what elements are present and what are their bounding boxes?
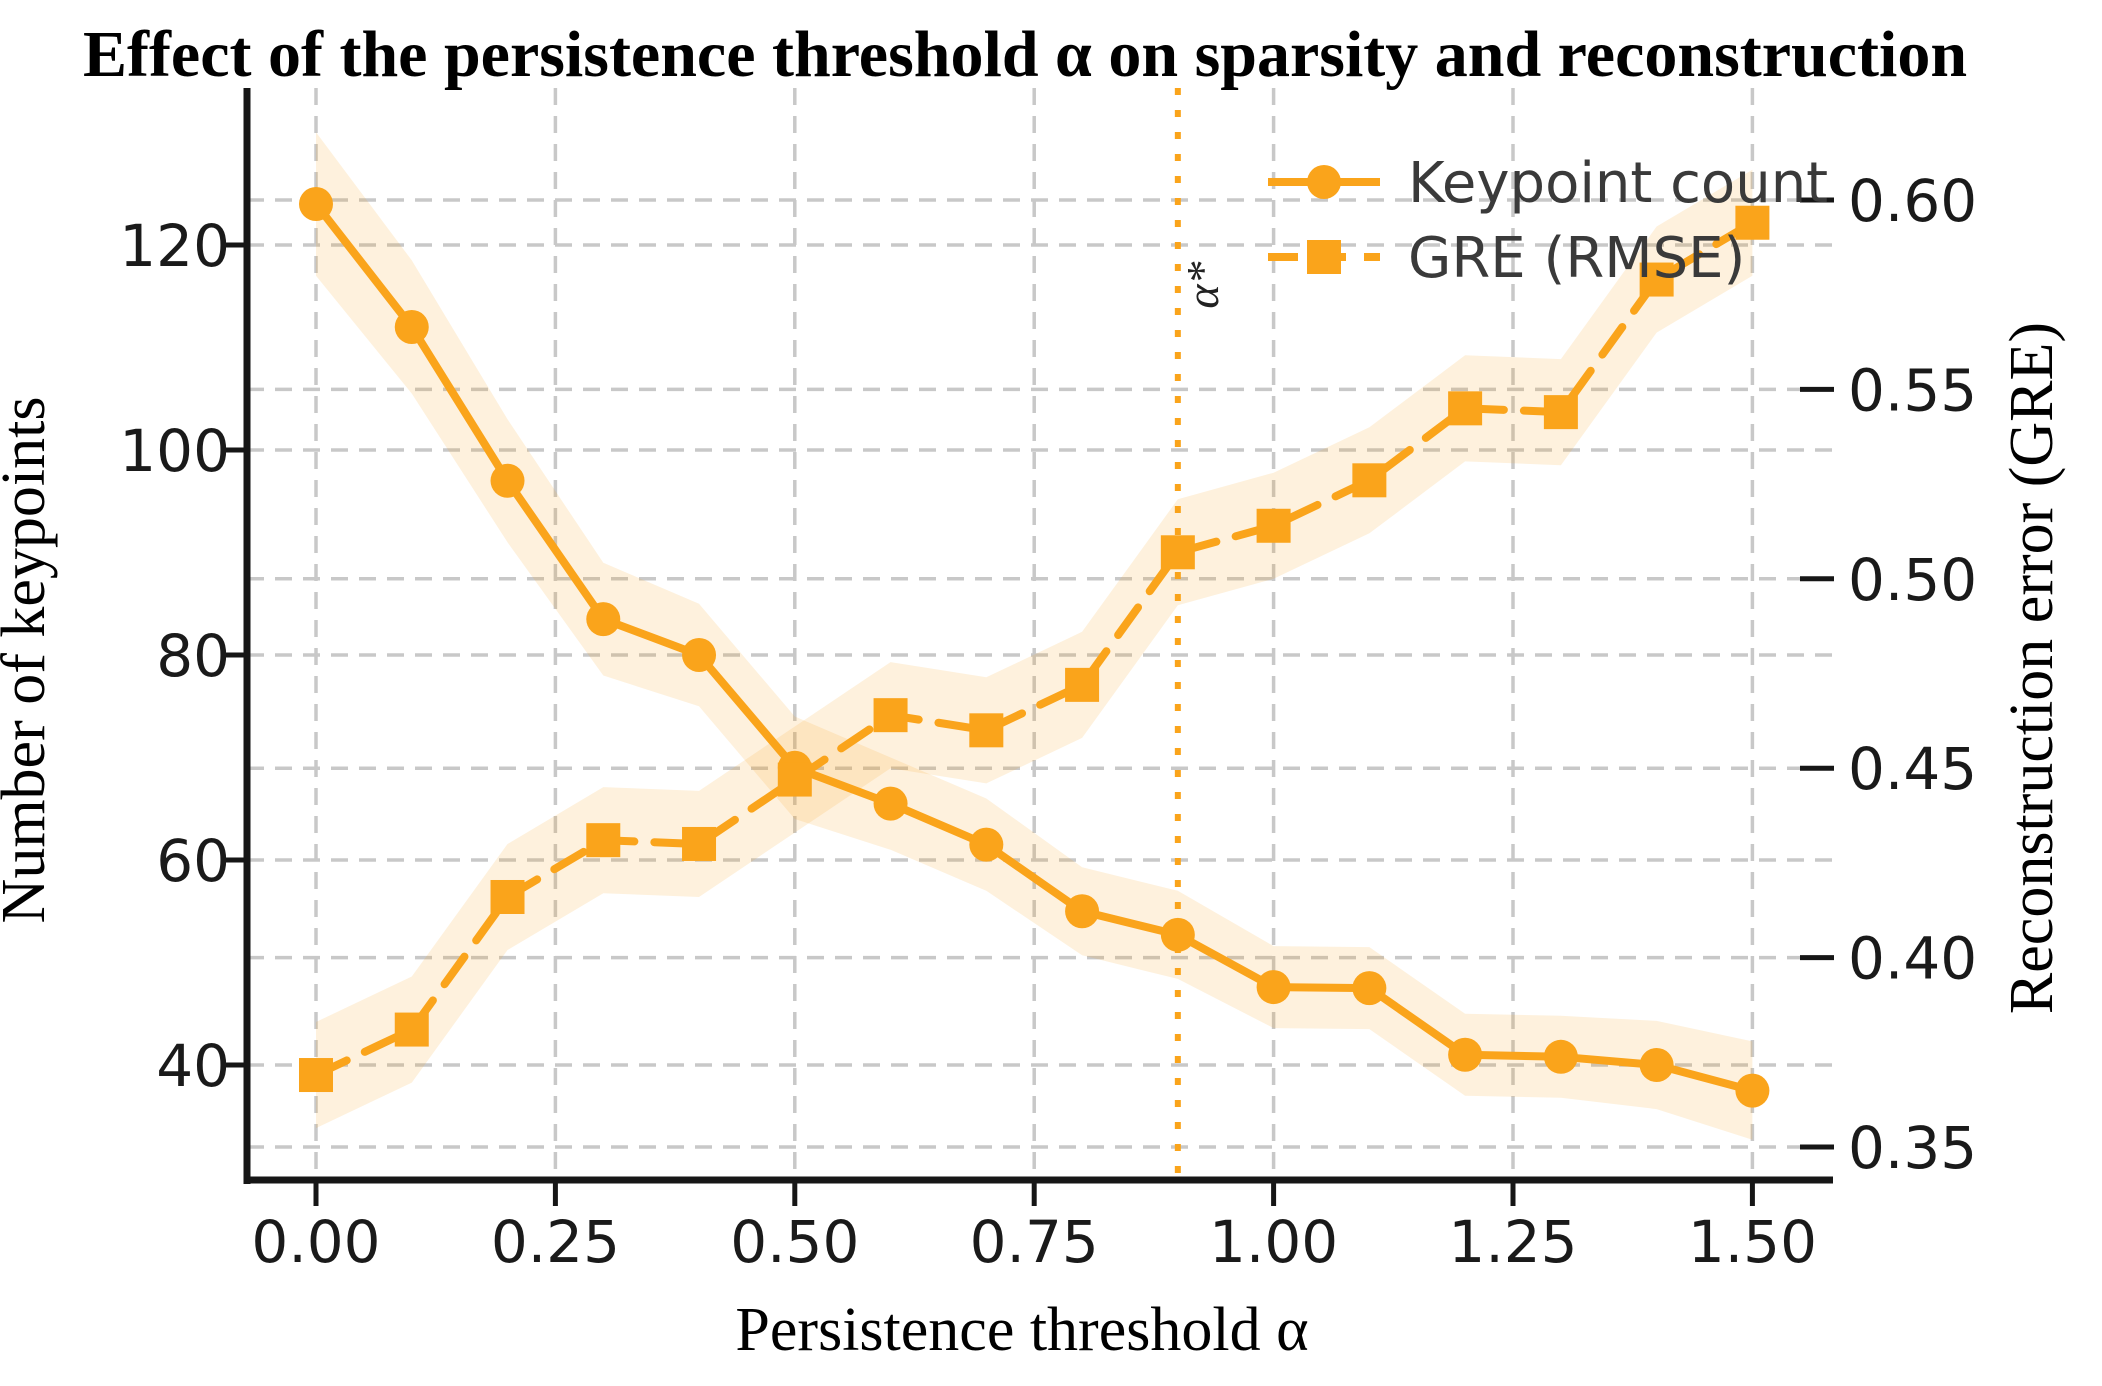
square-marker <box>394 1012 429 1047</box>
circle-marker <box>1639 1048 1674 1082</box>
series-line-gre-rmse <box>312 218 1757 1079</box>
data-series <box>299 187 1770 1108</box>
legend-circle-marker-icon <box>1307 165 1341 199</box>
square-marker <box>586 823 621 858</box>
right-axis-tick-label: 0.45 <box>1848 735 1977 803</box>
circle-marker <box>1735 1073 1770 1108</box>
circle-marker <box>1065 894 1100 929</box>
circle-marker <box>1352 971 1387 1006</box>
x-axis-tick-label: 0.75 <box>970 1208 1099 1276</box>
chart-title: Effect of the persistence threshold α on… <box>83 18 1967 91</box>
x-axis-tick-label: 1.50 <box>1688 1208 1817 1276</box>
x-axis-tick-label: 0.00 <box>251 1208 380 1276</box>
right-axis-tick-label: 0.50 <box>1848 546 1977 614</box>
square-marker <box>1448 391 1483 426</box>
circle-marker <box>1448 1037 1483 1072</box>
left-axis-tick-label: 80 <box>156 622 230 690</box>
square-marker <box>1160 535 1195 570</box>
square-marker <box>682 826 717 861</box>
circle-marker <box>969 827 1004 862</box>
x-axis-tick-label: 1.00 <box>1209 1208 1338 1276</box>
square-marker <box>1256 508 1291 543</box>
series-line-keypoint-count <box>312 200 1757 1095</box>
square-marker <box>1352 463 1387 498</box>
tick-labels: 40 60 80 100 120 0.35 0.40 0.45 0.50 0.55 0.60 0.00… <box>119 167 1977 1276</box>
axes-spines-ticks <box>222 88 1834 1206</box>
square-marker <box>873 698 908 733</box>
circle-marker <box>586 602 621 637</box>
legend-square-marker-icon <box>1307 240 1341 274</box>
circle-marker <box>682 638 717 672</box>
y-axis-label-right: Reconstruction error (GRE) <box>1998 322 2066 1014</box>
alpha-star-annotation-label: α* <box>1177 261 1228 308</box>
legend: Keypoint count GRE (RMSE) <box>1268 151 1828 291</box>
circle-marker <box>299 187 333 221</box>
circle-marker <box>394 310 429 344</box>
square-marker <box>299 1058 333 1093</box>
square-marker <box>1639 262 1674 297</box>
left-axis-tick-label: 100 <box>119 417 230 485</box>
x-axis-tick-label: 1.25 <box>1448 1208 1577 1276</box>
circle-marker <box>1160 917 1195 952</box>
square-marker <box>777 762 812 797</box>
square-marker <box>490 879 525 914</box>
circle-marker <box>873 786 908 821</box>
right-axis-tick-label: 0.55 <box>1848 356 1977 424</box>
confidence-band-gre <box>316 169 1753 1129</box>
left-axis-tick-label: 120 <box>119 212 230 280</box>
square-marker <box>969 713 1004 748</box>
threshold-marker-layer: α* <box>1174 88 1228 1180</box>
right-axis-tick-label: 0.60 <box>1848 167 1977 235</box>
legend-label-gre: GRE (RMSE) <box>1408 226 1745 291</box>
left-axis-tick-label: 40 <box>156 1032 230 1100</box>
legend-label-keypoint-count: Keypoint count <box>1408 151 1828 216</box>
y-axis-label-left: Number of keypoints <box>0 397 58 924</box>
right-axis-tick-label: 0.40 <box>1848 925 1977 993</box>
square-marker <box>1543 395 1578 430</box>
x-axis-label: Persistence threshold α <box>735 1296 1308 1364</box>
legend-item-keypoint-count: Keypoint count <box>1268 151 1828 216</box>
gridlines <box>247 88 1833 1180</box>
circle-marker <box>1543 1039 1578 1074</box>
square-marker <box>1065 667 1100 702</box>
legend-item-gre-rmse: GRE (RMSE) <box>1268 226 1745 291</box>
square-marker <box>1735 205 1770 240</box>
circle-marker <box>490 463 525 498</box>
right-axis-tick-label: 0.35 <box>1848 1114 1977 1182</box>
x-axis-tick-label: 0.50 <box>730 1208 859 1276</box>
x-axis-tick-label: 0.25 <box>491 1208 620 1276</box>
circle-marker <box>1256 970 1291 1005</box>
left-axis-tick-label: 60 <box>156 827 230 895</box>
